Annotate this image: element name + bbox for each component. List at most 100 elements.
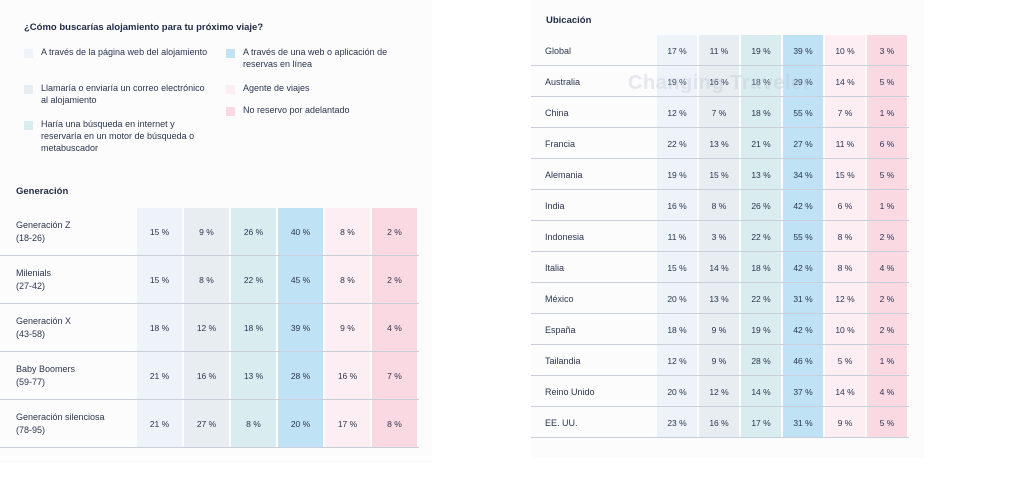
table-cell: 18 % <box>751 77 771 87</box>
table-cell: 7 % <box>387 371 402 381</box>
row-label: Global <box>545 46 572 56</box>
column-band <box>278 208 323 448</box>
row-divider <box>531 65 909 66</box>
table-cell: 1 % <box>879 356 895 366</box>
table-cell: 26 % <box>243 227 264 237</box>
table-cell: 39 % <box>290 323 311 333</box>
table-cell: 19 % <box>667 77 687 87</box>
location-title: Ubicación <box>546 15 592 26</box>
row-divider <box>531 96 909 97</box>
table-cell: 7 % <box>837 108 853 118</box>
chart-question: ¿Cómo buscarías alojamiento para tu próx… <box>24 22 264 33</box>
table-cell: 5 % <box>879 418 895 428</box>
table-cell: 9 % <box>340 323 355 333</box>
table-cell: 8 % <box>387 419 402 429</box>
row-label: Alemania <box>545 170 583 180</box>
column-band <box>184 208 229 448</box>
table-cell: 18 % <box>751 263 771 273</box>
row-label: Italia <box>545 263 565 273</box>
row-divider <box>531 158 909 159</box>
table-cell: 16 % <box>337 371 358 381</box>
table-cell: 12 % <box>709 387 729 397</box>
table-cell: 20 % <box>290 419 311 429</box>
table-cell: 55 % <box>793 232 813 242</box>
column-band <box>867 35 907 438</box>
column-band <box>372 208 417 448</box>
row-label: Generación silenciosa <box>16 412 105 422</box>
table-cell: 42 % <box>793 263 813 273</box>
table-cell: 11 % <box>835 139 855 149</box>
row-label: India <box>545 201 565 211</box>
table-cell: 42 % <box>793 201 813 211</box>
table-cell: 15 % <box>709 170 729 180</box>
table-cell: 27 % <box>196 419 217 429</box>
table-cell: 20 % <box>667 387 687 397</box>
table-cell: 6 % <box>837 201 853 211</box>
legend-label: Llamaría o enviaría un correo electrónic… <box>41 83 205 105</box>
row-label: EE. UU. <box>545 418 578 428</box>
table-cell: 19 % <box>751 46 771 56</box>
table-cell: 12 % <box>835 294 855 304</box>
row-divider <box>531 251 909 252</box>
table-cell: 18 % <box>667 325 687 335</box>
table-cell: 28 % <box>290 371 311 381</box>
column-band <box>231 208 276 448</box>
table-cell: 2 % <box>879 325 895 335</box>
row-divider <box>531 406 909 407</box>
table-cell: 13 % <box>709 139 729 149</box>
row-divider <box>531 344 909 345</box>
row-sublabel: (59-77) <box>16 377 46 387</box>
table-cell: 2 % <box>879 294 895 304</box>
table-cell: 19 % <box>667 170 687 180</box>
row-divider <box>0 399 419 400</box>
legend-label: Haría una búsqueda en internet y reserva… <box>41 119 195 153</box>
table-cell: 15 % <box>149 275 170 285</box>
table-cell: 4 % <box>387 323 402 333</box>
table-cell: 13 % <box>243 371 264 381</box>
table-cell: 11 % <box>667 232 687 242</box>
table-cell: 37 % <box>793 387 813 397</box>
row-sublabel: (43-58) <box>16 329 46 339</box>
row-divider <box>531 127 909 128</box>
row-sublabel: (78-95) <box>16 425 46 435</box>
legend-swatch <box>226 85 235 94</box>
row-divider <box>531 375 909 376</box>
generation-table: Generación Z (18-26) 15 % 9 % 26 % 40 % 8 % 2 %… <box>0 208 419 448</box>
table-cell: 17 % <box>751 418 771 428</box>
table-cell: 2 % <box>387 275 402 285</box>
table-cell: 26 % <box>751 201 771 211</box>
table-cell: 21 % <box>149 419 170 429</box>
table-cell: 5 % <box>879 170 895 180</box>
legend-item: Haría una búsqueda en internet y reserva… <box>24 118 214 154</box>
table-cell: 14 % <box>751 387 771 397</box>
table-cell: 22 % <box>751 232 771 242</box>
row-divider <box>0 255 419 256</box>
legend-swatch <box>24 85 33 94</box>
table-cell: 19 % <box>751 325 771 335</box>
row-label: Milenials <box>16 268 52 278</box>
table-cell: 15 % <box>149 227 170 237</box>
column-band <box>325 208 370 448</box>
row-label: Reino Unido <box>545 387 595 397</box>
legend-label: A través de una web o aplicación de rese… <box>243 47 388 69</box>
row-label: Francia <box>545 139 576 149</box>
legend-item: A través de una web o aplicación de rese… <box>226 46 416 70</box>
row-sublabel: (27-42) <box>16 281 46 291</box>
row-label: Indonesia <box>545 232 585 242</box>
row-divider <box>0 303 419 304</box>
legend-swatch <box>226 107 235 116</box>
column-band <box>657 35 697 438</box>
column-band <box>783 35 823 438</box>
table-cell: 27 % <box>793 139 813 149</box>
row-divider <box>531 189 909 190</box>
table-cell: 12 % <box>667 108 687 118</box>
table-cell: 12 % <box>196 323 217 333</box>
legend-label: A través de la página web del alojamient… <box>41 47 208 57</box>
table-cell: 14 % <box>709 263 729 273</box>
table-cell: 14 % <box>835 77 855 87</box>
table-cell: 21 % <box>751 139 771 149</box>
table-cell: 29 % <box>793 77 813 87</box>
table-cell: 40 % <box>290 227 311 237</box>
table-cell: 5 % <box>837 356 853 366</box>
table-cell: 31 % <box>793 418 813 428</box>
